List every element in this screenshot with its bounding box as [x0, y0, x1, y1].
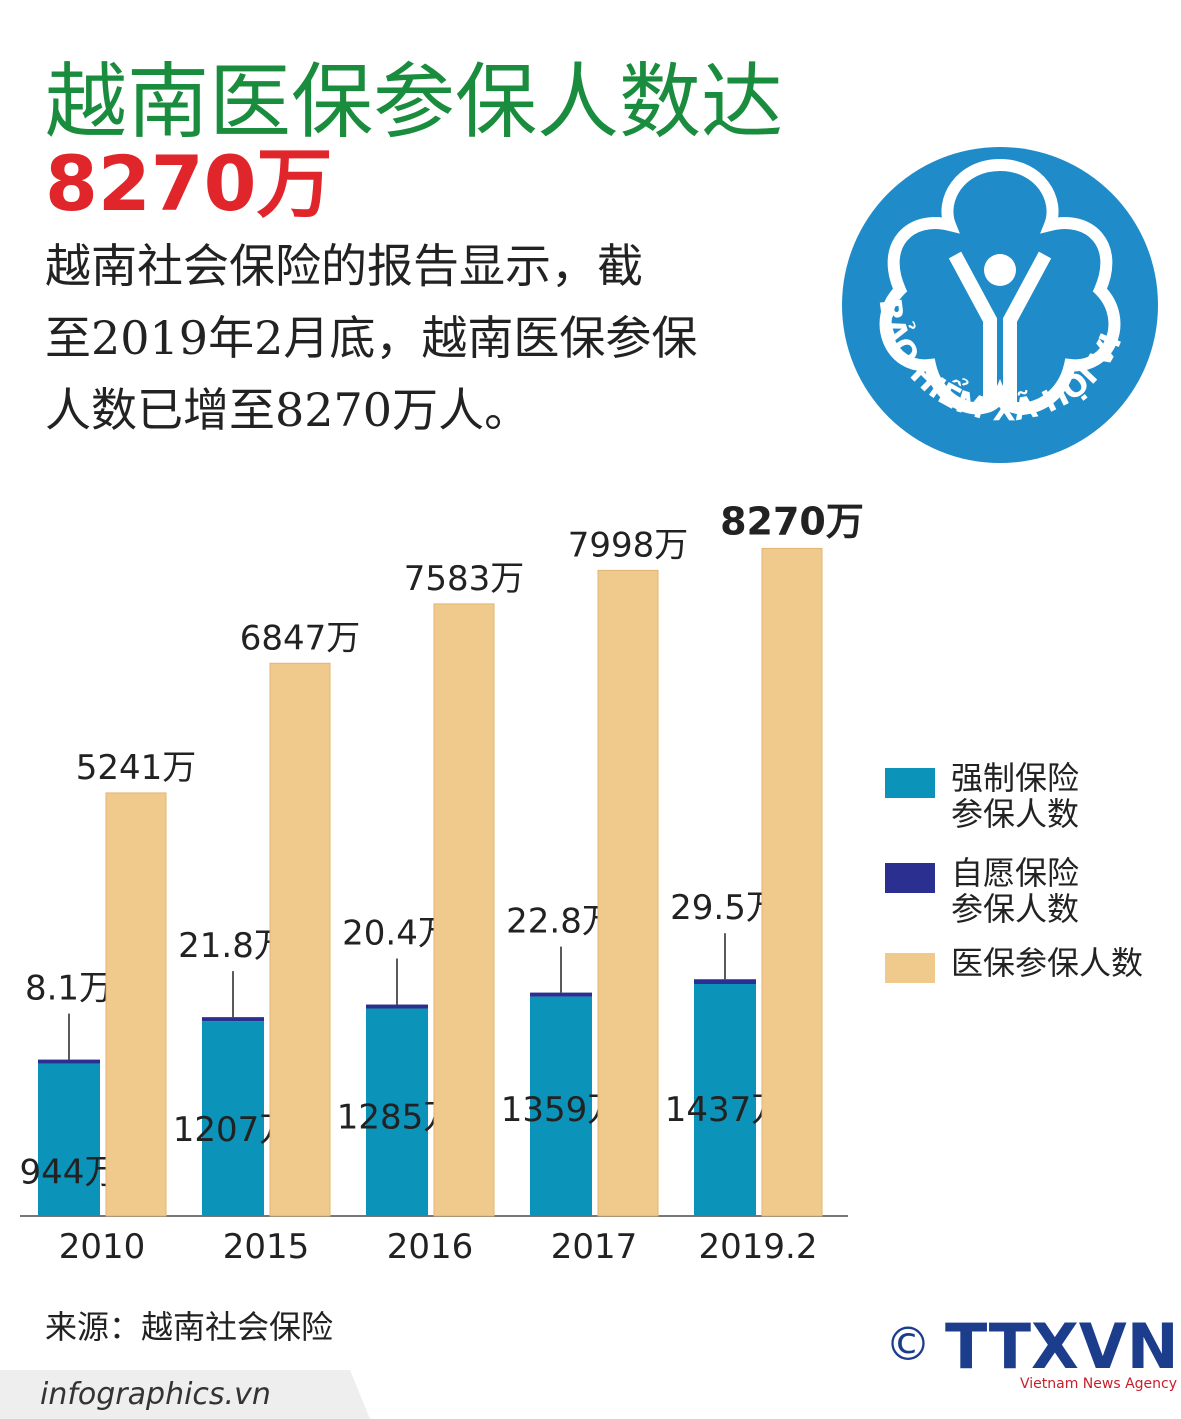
agency-en: Vietnam News Agency [1020, 1376, 1177, 1392]
bar [202, 1017, 264, 1022]
x-tick-label: 2017 [551, 1227, 638, 1267]
description-line: 人数已增至8270万人。 [45, 383, 530, 437]
value-label: 5241万 [76, 748, 197, 788]
bar [597, 569, 659, 1217]
bar [202, 1021, 264, 1216]
value-label: 7998万 [568, 525, 689, 565]
title: 越南医保参保人数达 [45, 55, 783, 150]
value-label: 944万 [20, 1153, 119, 1193]
value-label: 8270万 [720, 499, 864, 543]
bar [694, 984, 756, 1216]
footer-band [0, 1370, 370, 1419]
bar [366, 1008, 428, 1216]
x-tick-label: 2010 [59, 1227, 146, 1267]
source: 来源：越南社会保险 [45, 1308, 333, 1346]
copyright: © [885, 1317, 931, 1371]
value-label: 8.1万 [25, 969, 113, 1009]
bar [366, 1004, 428, 1009]
x-tick-label: 2019.2 [699, 1227, 818, 1267]
site: infographics.vn [40, 1377, 271, 1412]
legend-swatch [885, 768, 935, 798]
legend-label: 强制保险参保人数 [951, 759, 1080, 833]
description-line: 至2019年2月底，越南医保参保 [45, 311, 697, 365]
description-line: 越南社会保险的报告显示，截 [45, 239, 643, 293]
bar [38, 1059, 100, 1064]
value-label: 7583万 [404, 559, 525, 599]
bar [694, 979, 756, 985]
legend-swatch [885, 863, 935, 893]
bar [269, 662, 331, 1217]
value-label: 6847万 [240, 618, 361, 658]
x-tick-label: 2016 [387, 1227, 474, 1267]
legend-swatch [885, 953, 935, 983]
bar [433, 603, 495, 1217]
legend-label: 医保参保人数 [951, 944, 1144, 982]
legend-label: 自愿保险参保人数 [951, 854, 1080, 928]
bar [38, 1063, 100, 1216]
bar [761, 547, 823, 1217]
highlight: 8270万 [45, 139, 333, 228]
bar [530, 996, 592, 1216]
x-tick-label: 2015 [223, 1227, 310, 1267]
agency: TTXVN [945, 1310, 1179, 1383]
bar [105, 792, 167, 1217]
bar [530, 992, 592, 997]
